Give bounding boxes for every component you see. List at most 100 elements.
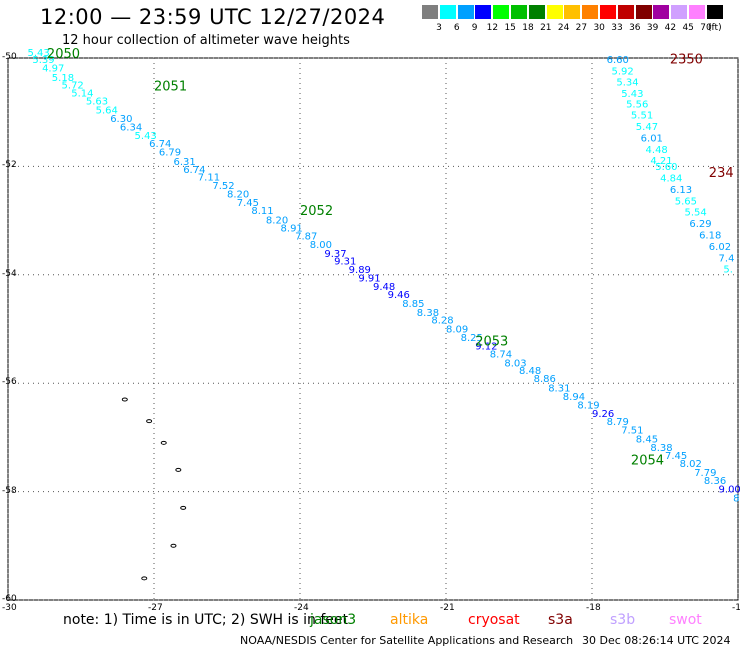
- wave-height-value: 7.45: [237, 198, 259, 209]
- wave-height-value: 9.12: [475, 342, 497, 353]
- wave-height-value: 8.25: [461, 333, 483, 344]
- wave-height-value: 6.30: [110, 114, 132, 125]
- wave-height-value: 8.48: [519, 366, 541, 377]
- wave-height-value: 5.47: [636, 122, 658, 133]
- wave-height-value: 7.51: [621, 426, 643, 437]
- lat-tick-label: -50: [2, 52, 17, 62]
- wave-height-value: 5.51: [631, 111, 653, 122]
- wave-height-value: 6.60: [607, 55, 629, 66]
- wave-height-value: 5.54: [684, 208, 706, 219]
- pass-time-label: 2052: [300, 204, 333, 219]
- wave-height-value: 4.48: [646, 145, 668, 156]
- wave-height-value: 5.72: [62, 80, 84, 91]
- island-outline: [175, 467, 182, 472]
- track-2050: 5.435.394.975.185.725.145.635.646.306.34…: [27, 48, 740, 505]
- wave-height-value: 8.20: [227, 189, 249, 200]
- wave-height-value: 8.94: [563, 392, 585, 403]
- lat-tick-label: -54: [2, 268, 17, 279]
- legend-label: 6: [453, 23, 460, 33]
- legend-unit: (ft): [708, 23, 722, 33]
- lat-tick-label: -60: [2, 594, 17, 604]
- legend-swatch: [689, 5, 705, 19]
- wave-height-value: 5.43: [135, 131, 157, 142]
- wave-height-value: 5.92: [611, 66, 633, 77]
- legend-swatch: [422, 5, 438, 19]
- pass-time-label: 2051: [154, 80, 187, 95]
- lon-tick-label: -18: [586, 603, 601, 613]
- wave-height-value: 9.26: [592, 409, 614, 420]
- map-grid: [7, 57, 739, 601]
- wave-height-value: 4.97: [42, 64, 64, 75]
- satellite-label: s3a: [548, 612, 573, 628]
- wave-height-value: 5.65: [675, 196, 697, 207]
- legend-swatch: [439, 5, 456, 19]
- island-outline: [160, 440, 167, 445]
- wave-height-value: 9.37: [324, 249, 346, 260]
- legend-swatch: [511, 5, 527, 19]
- credit-line: NOAA/NESDIS Center for Satellite Applica…: [240, 634, 574, 647]
- wave-height-value: 6.34: [120, 123, 142, 134]
- lat-tick-label: -56: [2, 377, 17, 388]
- wave-height-value: 6.74: [149, 139, 171, 150]
- generated-timestamp: 30 Dec 08:26:14 UTC 2024: [582, 634, 731, 647]
- wave-height-value: 8.20: [266, 215, 288, 226]
- wave-height-value: 4.84: [660, 174, 682, 185]
- wave-height-value: 8.91: [281, 223, 303, 234]
- footer-note: note: 1) Time is in UTC; 2) SWH is in fe…: [63, 612, 349, 628]
- legend-label: 12: [486, 23, 499, 33]
- legend-swatch: [475, 5, 492, 19]
- wave-height-value: 4.21: [650, 156, 672, 167]
- satellite-label: jason3: [310, 612, 357, 628]
- wave-height-value: 7.79: [694, 468, 716, 479]
- wave-height-value: 8.03: [504, 358, 526, 369]
- wave-height-value: 7.52: [212, 181, 234, 192]
- tracks-layer: 5.435.394.975.185.725.145.635.646.306.34…: [27, 48, 740, 505]
- legend-label: 18: [522, 23, 534, 33]
- wave-height-value: 6.01: [641, 133, 663, 144]
- satellite-label: altika: [390, 612, 429, 628]
- lon-tick-label: -24: [294, 603, 309, 613]
- legend-swatch: [564, 5, 581, 19]
- wave-height-value: 6.79: [159, 148, 181, 159]
- wave-height-value: 8.45: [636, 434, 658, 445]
- legend-label: 33: [611, 23, 623, 33]
- island-outline: [180, 505, 187, 510]
- wave-height-value: 8.85: [402, 299, 424, 310]
- legend-swatch: [546, 5, 563, 19]
- legend-swatch: [635, 5, 652, 19]
- legend-swatch: [671, 5, 688, 19]
- legend-label: 30: [593, 23, 605, 33]
- wave-height-value: 7.4: [719, 253, 735, 264]
- legend-label: 24: [557, 23, 570, 33]
- wave-height-value: 6.02: [709, 242, 731, 253]
- page-subtitle: 12 hour collection of altimeter wave hei…: [62, 33, 350, 48]
- legend-swatch: [706, 5, 723, 19]
- wave-height-value: 8.36: [704, 476, 726, 487]
- lon-tick-label: -15: [732, 603, 740, 613]
- wave-height-value: 9.46: [388, 290, 410, 301]
- wave-height-value: 8.11: [251, 206, 273, 217]
- wave-height-value: 5.: [723, 265, 733, 276]
- wave-height-value: 5.14: [71, 88, 93, 99]
- wave-height-value: 8.79: [607, 417, 629, 428]
- satellite-label: swot: [669, 612, 702, 628]
- wave-height-value: 8.38: [650, 443, 672, 454]
- wave-height-value: 8.09: [446, 324, 468, 335]
- legend-label: 15: [504, 23, 516, 33]
- lon-tick-label: -27: [148, 603, 163, 613]
- track-2350: 6.605.925.345.435.565.515.476.014.484.21…: [607, 55, 735, 276]
- wave-height-value: 6.18: [699, 230, 721, 241]
- legend-label: 27: [575, 23, 588, 33]
- legend-swatch: [582, 5, 599, 19]
- legend-swatch: [528, 5, 545, 19]
- wave-height-value: 5.56: [626, 99, 648, 110]
- legend-swatch: [600, 5, 616, 19]
- wave-height-value: 8.86: [534, 374, 556, 385]
- wave-height-value: 5.64: [96, 105, 118, 116]
- wave-height-value: 8.38: [417, 308, 439, 319]
- pass-time-label: 2053: [475, 334, 508, 349]
- wave-height-value: 9.91: [358, 273, 380, 284]
- legend-swatch: [653, 5, 670, 19]
- wave-height-value: 5.39: [32, 55, 54, 66]
